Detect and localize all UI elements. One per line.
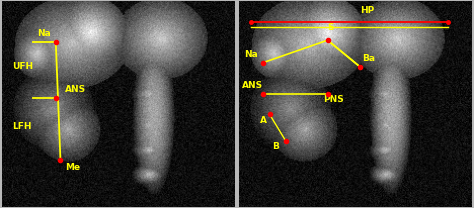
Text: PNS: PNS [323,95,344,104]
Text: ANS: ANS [242,80,263,89]
Text: UFH: UFH [12,62,33,71]
Text: B: B [272,142,279,151]
Text: Ba: Ba [363,54,375,63]
Text: Na: Na [244,50,258,59]
Text: Na: Na [37,29,51,38]
Text: LFH: LFH [12,122,31,131]
Text: A: A [260,115,267,125]
Text: Me: Me [65,163,80,172]
Text: HP: HP [360,6,374,15]
Text: ANS: ANS [65,85,86,94]
Text: S: S [328,23,334,32]
